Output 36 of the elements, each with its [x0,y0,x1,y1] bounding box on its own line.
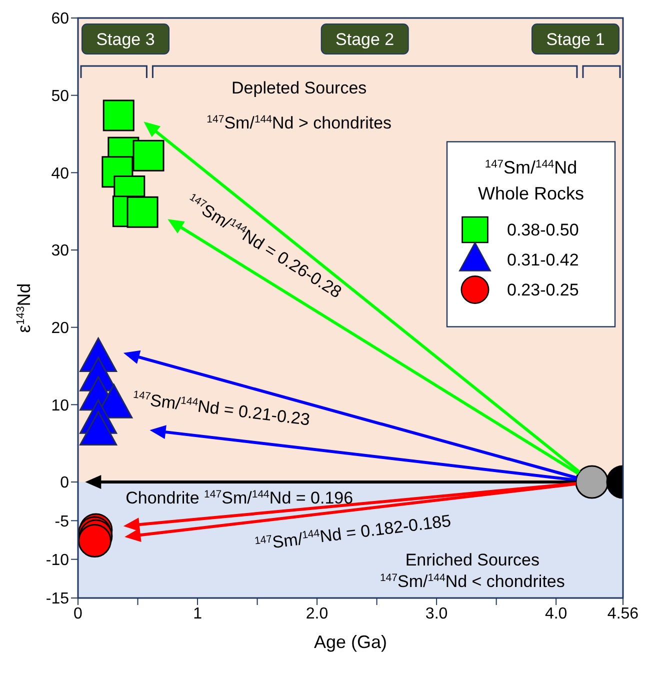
y-tick-label: 30 [51,242,70,260]
annotation: Chondrite $^{147}$Sm/$^{144}$Nd = 0.196 [126,488,354,508]
y-tick-label: 0 [60,474,70,492]
legend-label: 0.31-0.42 [507,250,579,270]
point [132,140,164,172]
annotation: Stage 3 [96,30,155,49]
annotation: $^{147}$Sm/$^{144}$Nd > chondrites [206,113,392,132]
y-tick-label: 20 [51,320,70,338]
annotation: Depleted Sources [232,78,367,98]
y-tick-label: 10 [51,397,70,414]
legend-label: 0.23-0.25 [507,280,579,300]
legend-label: 0.38-0.50 [507,220,579,240]
x-tick-label: 4.56 [607,605,639,622]
y-tick-label: -5 [54,513,70,530]
annotation: $^{147}$Sm/$^{144}$Nd = 0.21-0.23 [132,388,312,430]
point [575,465,609,499]
x-tick-label: 2.0 [306,605,328,622]
y-tick-label: 40 [51,165,70,182]
x-tick-label: 0 [74,605,83,622]
point [78,524,112,558]
x-axis-title: Age (Ga) [314,632,388,652]
x-tick-label: 4.0 [544,605,568,622]
annotation: $^{147}$Sm/$^{144}$Nd < chondrites [380,572,565,591]
x-tick-label: 3.0 [425,605,448,622]
annotation: Stage 1 [546,30,605,49]
annotation: Enriched Sources [405,550,540,570]
point [126,196,158,228]
y-tick-label: -15 [46,590,70,608]
annotation: Stage 2 [336,30,394,49]
x-tick-label: 1 [193,605,202,622]
legend-title: $^{147}$Sm/$^{144}$Nd Whole Rocks [478,158,584,204]
point [102,100,134,132]
y-tick-label: 50 [51,88,70,106]
annotation: $^{147}$Sm/$^{144}$Nd = 0.182-0.185 [254,511,452,552]
y-tick-label: -10 [46,552,70,570]
y-tick-label: 60 [51,10,70,28]
